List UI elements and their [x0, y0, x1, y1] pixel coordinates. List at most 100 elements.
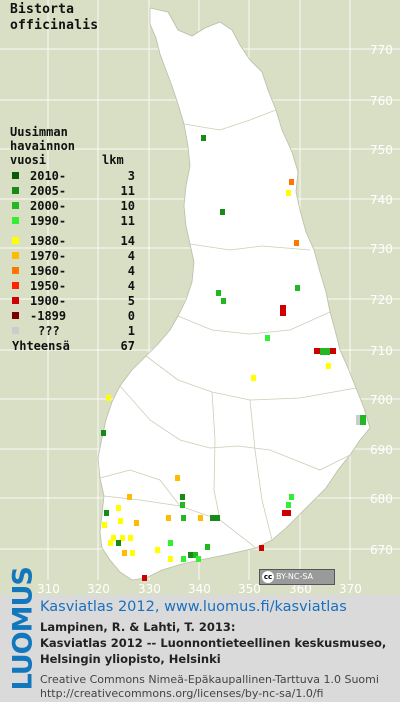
- legend-count: 5: [127, 294, 135, 308]
- legend-count: 10: [120, 199, 135, 213]
- legend-swatch: [12, 297, 19, 304]
- legend-row: 2010- 3: [10, 169, 135, 184]
- y-tick-label: 670: [370, 543, 393, 557]
- legend-row: 1960- 4: [10, 264, 135, 279]
- observation-square: [102, 522, 107, 528]
- legend-swatch: [12, 237, 19, 244]
- y-tick-label: 750: [370, 143, 393, 157]
- legend-row: 1970- 4: [10, 249, 135, 264]
- footer-citation-publisher: Helsingin yliopisto, Helsinki: [40, 652, 221, 666]
- legend-row: 2005- 11: [10, 184, 135, 199]
- x-tick-label: 370: [339, 582, 362, 595]
- legend-col-count: lkm: [102, 153, 124, 167]
- legend-swatch: [12, 202, 19, 209]
- footer-citation-title: Kasviatlas 2012 -- Luonnontieteellinen k…: [40, 636, 387, 650]
- legend-count: 0: [127, 309, 135, 323]
- legend-swatch: [12, 327, 19, 334]
- observation-squares: [101, 135, 366, 581]
- cc-icon: cc: [262, 571, 274, 583]
- legend-count: 11: [120, 214, 135, 228]
- observation-square: [142, 575, 147, 581]
- map-svg: 770 760 750 740 730 720 710 700 690 680 …: [0, 0, 400, 595]
- observation-square: [198, 515, 203, 521]
- legend-row: 1950- 4: [10, 279, 135, 294]
- distribution-map: 770 760 750 740 730 720 710 700 690 680 …: [0, 0, 400, 595]
- observation-square: [251, 375, 256, 381]
- license-badge[interactable]: cc BY-NC-SA: [259, 569, 335, 585]
- legend-count: 11: [120, 184, 135, 198]
- observation-square: [295, 285, 300, 291]
- legend-column-headers: vuosi lkm: [10, 153, 135, 168]
- observation-square: [216, 290, 221, 296]
- observation-square: [356, 415, 362, 425]
- footer-citation-authors: Lampinen, R. & Lahti, T. 2013:: [40, 620, 236, 634]
- observation-square: [101, 430, 106, 436]
- observation-square: [104, 510, 109, 516]
- legend-label: 1980-: [30, 234, 67, 248]
- luomus-logo: LUOMUS: [7, 567, 39, 691]
- observation-square: [205, 544, 210, 550]
- y-tick-label: 710: [370, 344, 393, 358]
- observation-square: [116, 540, 121, 546]
- observation-square: [289, 494, 294, 500]
- observation-square: [314, 348, 320, 354]
- observation-square: [116, 505, 121, 511]
- legend-count: 4: [127, 279, 135, 293]
- legend-swatch: [12, 252, 19, 259]
- x-tick-label: 360: [289, 582, 312, 595]
- legend-label: ???: [38, 324, 60, 338]
- legend-row: 1980- 14: [10, 234, 135, 249]
- footer-license-url[interactable]: http://creativecommons.org/licenses/by-n…: [40, 687, 324, 700]
- legend-label: 2010-: [30, 169, 67, 183]
- legend-count: 1: [127, 324, 135, 338]
- observation-square: [286, 190, 291, 196]
- legend-row: 1900- 5: [10, 294, 135, 309]
- observation-square: [175, 475, 180, 481]
- legend-swatch: [12, 172, 19, 179]
- legend-label: 1970-: [30, 249, 67, 263]
- observation-square: [210, 515, 220, 521]
- legend-count: 4: [127, 249, 135, 263]
- legend-swatch: [12, 187, 19, 194]
- observation-square: [180, 502, 185, 508]
- y-tick-label: 700: [370, 393, 393, 407]
- observation-square: [166, 515, 171, 521]
- province-borders: [99, 109, 357, 549]
- legend-total-label: Yhteensä: [12, 339, 70, 353]
- observation-square: [122, 550, 127, 556]
- y-tick-label: 740: [370, 193, 393, 207]
- footer-site-link[interactable]: Kasviatlas 2012, www.luomus.fi/kasviatla…: [40, 599, 347, 615]
- legend-row: -1899 0: [10, 309, 135, 324]
- legend-label: 1950-: [30, 279, 67, 293]
- observation-square: [193, 552, 198, 558]
- observation-square: [330, 348, 336, 354]
- x-tick-label: 320: [87, 582, 110, 595]
- legend-swatch: [12, 217, 19, 224]
- observation-square: [120, 535, 125, 541]
- y-tick-label: 690: [370, 443, 393, 457]
- observation-square: [282, 510, 291, 516]
- legend-row: 2000- 10: [10, 199, 135, 214]
- species-title-line-1: Bistorta: [10, 2, 75, 17]
- observation-square: [280, 305, 286, 316]
- observation-square: [196, 556, 201, 562]
- legend-count: 3: [127, 169, 135, 183]
- legend-row: ??? 1: [10, 324, 135, 339]
- observation-square: [259, 545, 264, 551]
- footer-license-name: Creative Commons Nimeä-Epäkaupallinen-Ta…: [40, 673, 379, 686]
- x-tick-label: 310: [37, 582, 60, 595]
- observation-square: [130, 550, 135, 556]
- legend-label: 2000-: [30, 199, 67, 213]
- observation-square: [127, 494, 132, 500]
- observation-square: [201, 135, 206, 141]
- observation-square: [180, 494, 185, 500]
- observation-square: [286, 502, 291, 508]
- observation-square: [106, 395, 111, 401]
- legend-row: 1990- 11: [10, 214, 135, 229]
- x-tick-label: 350: [238, 582, 261, 595]
- legend-label: 1960-: [30, 264, 67, 278]
- legend-swatch: [12, 267, 19, 274]
- legend-label: 1990-: [30, 214, 67, 228]
- legend-col-year: vuosi: [10, 153, 47, 167]
- observation-square: [320, 348, 330, 355]
